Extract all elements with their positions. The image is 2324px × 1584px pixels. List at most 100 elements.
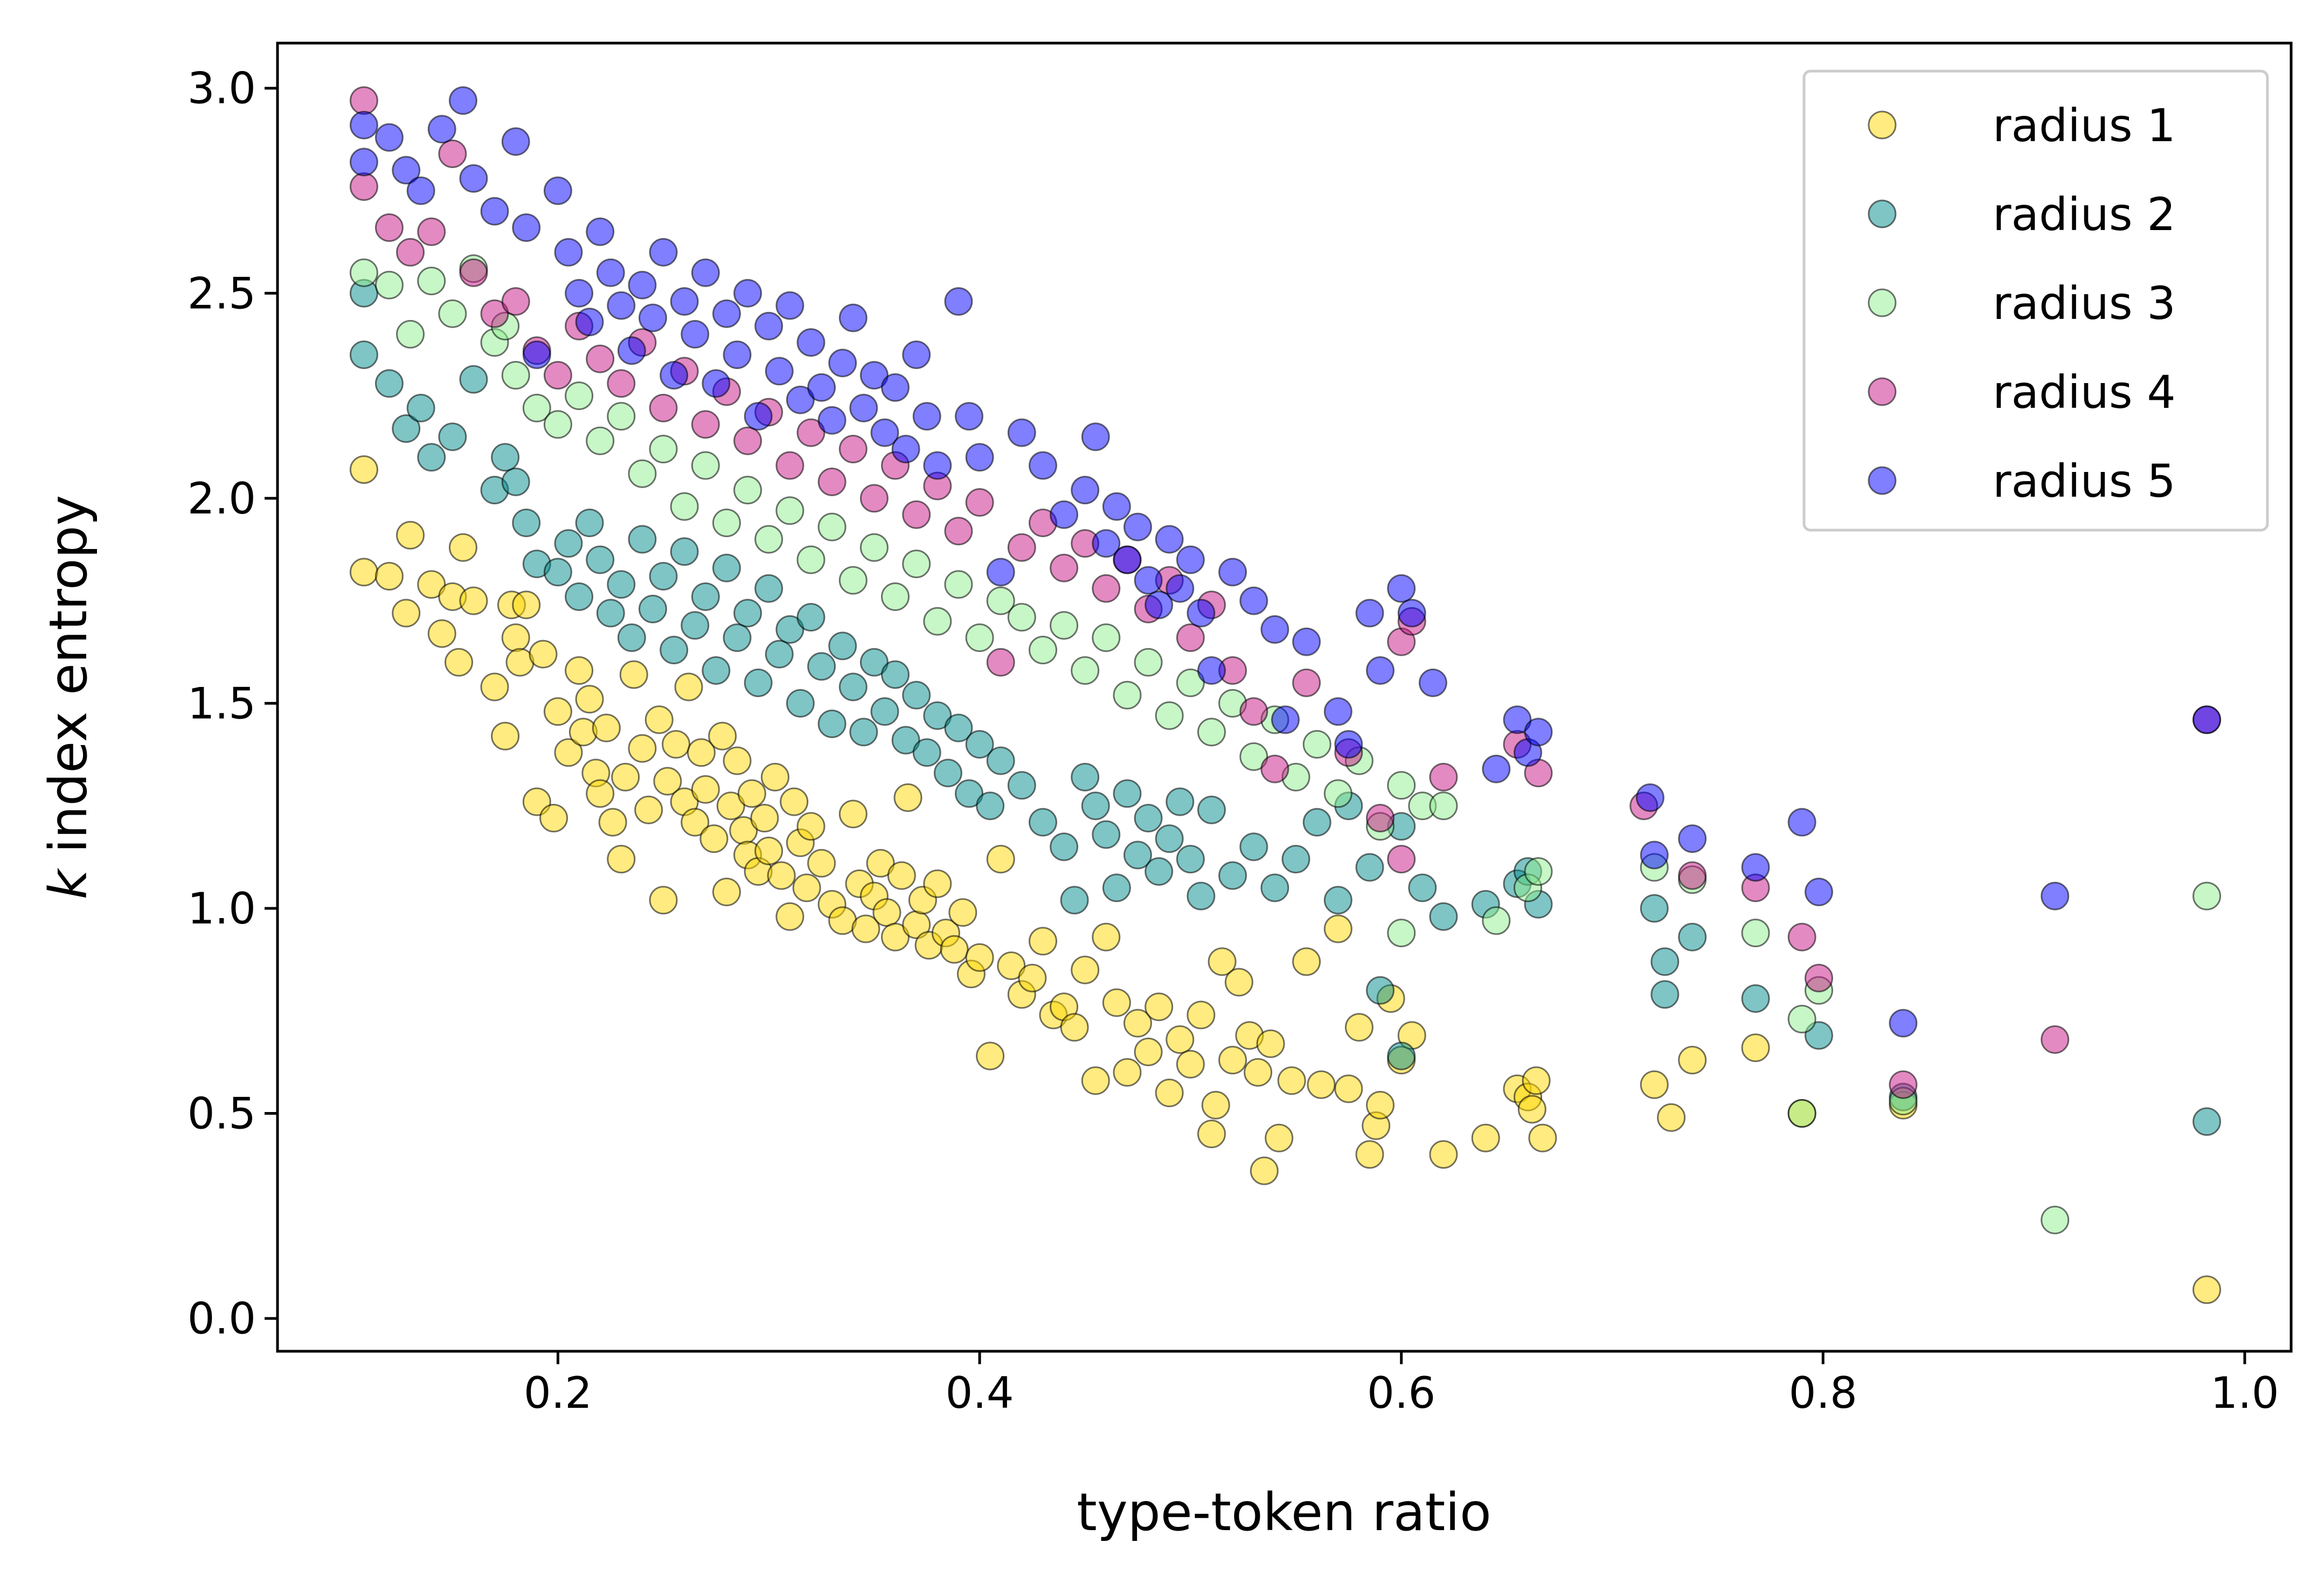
legend-label: radius 4 (1993, 366, 2176, 419)
data-point (1787, 1005, 1816, 1033)
data-point (374, 213, 404, 242)
data-point (586, 545, 615, 574)
legend-frame (1802, 70, 2269, 532)
data-point (1081, 791, 1110, 821)
data-point (512, 213, 541, 242)
data-point (1007, 533, 1036, 562)
data-point (491, 443, 520, 472)
data-point (1265, 1123, 1294, 1152)
data-point (611, 762, 640, 791)
data-point (986, 586, 1015, 615)
data-point (986, 648, 1015, 677)
data-point (554, 238, 583, 267)
data-point (881, 660, 910, 689)
data-point (775, 496, 804, 525)
data-point (1271, 705, 1300, 734)
data-point (1334, 730, 1363, 759)
data-point (1741, 1033, 1770, 1062)
data-point (881, 373, 910, 402)
data-point (1155, 525, 1184, 554)
data-point (1155, 701, 1184, 730)
data-point (775, 615, 804, 644)
data-point (619, 660, 648, 689)
data-point (501, 361, 530, 390)
data-point (691, 258, 720, 287)
x-tick-label: 0.6 (1367, 1368, 1435, 1418)
data-point (512, 509, 541, 537)
data-point (902, 500, 931, 529)
data-point (1429, 1140, 1458, 1169)
data-point (1081, 1066, 1110, 1095)
data-point (554, 529, 583, 558)
data-point (1208, 947, 1237, 976)
data-point (786, 689, 815, 718)
data-point (1144, 857, 1174, 886)
data-point (374, 562, 404, 590)
data-point (687, 738, 716, 767)
data-point (817, 406, 847, 435)
data-point (2041, 1025, 2070, 1054)
data-point (1889, 1009, 1918, 1038)
y-tick-label: 2.5 (188, 268, 256, 318)
data-point (723, 341, 752, 369)
y-axis-label: k index entropy (38, 495, 99, 900)
data-point (712, 299, 741, 328)
data-point (1092, 922, 1121, 951)
data-point (1429, 791, 1458, 821)
data-point (628, 734, 657, 763)
data-point (1102, 988, 1131, 1017)
data-point (1741, 919, 1770, 948)
data-point (1029, 451, 1057, 480)
data-point (1650, 947, 1680, 976)
data-point (617, 336, 646, 365)
data-point (859, 484, 889, 513)
data-point (349, 86, 378, 115)
data-point (838, 800, 868, 829)
data-point (828, 349, 857, 378)
data-point (754, 311, 783, 341)
data-point (1387, 1041, 1416, 1071)
data-point (1387, 574, 1416, 603)
data-point (649, 886, 678, 915)
data-point (1366, 804, 1395, 832)
data-point (1123, 840, 1152, 870)
data-point (438, 140, 467, 168)
data-point (1678, 861, 1707, 890)
data-point (754, 574, 783, 603)
data-point (1528, 1123, 1557, 1152)
data-point (1102, 492, 1131, 521)
legend-item: radius 3 (1868, 277, 2176, 330)
data-point (417, 267, 446, 295)
plot-frame (276, 41, 2293, 1353)
data-point (438, 422, 467, 451)
data-point (1355, 1140, 1384, 1169)
data-point (1471, 1123, 1500, 1152)
data-point (976, 1041, 1005, 1071)
data-point (691, 451, 720, 480)
data-point (1197, 1120, 1226, 1149)
data-point (737, 779, 766, 808)
data-point (1429, 762, 1458, 791)
data-point (828, 631, 857, 661)
data-point (944, 517, 973, 546)
data-point (406, 176, 435, 205)
x-axis: 0.2 0.4 0.6 0.8 1.0 (524, 1351, 2279, 1418)
data-point (459, 164, 488, 193)
data-point (1113, 545, 1142, 574)
data-point (1260, 754, 1289, 783)
data-point (607, 845, 636, 874)
data-point (628, 459, 657, 488)
data-point (349, 341, 378, 369)
data-point (396, 520, 425, 550)
data-point (1239, 832, 1268, 862)
series-1 (349, 455, 2221, 1304)
data-point (406, 393, 435, 422)
data-point (1292, 947, 1321, 976)
data-point (881, 582, 910, 611)
data-point (1166, 787, 1195, 816)
data-point (349, 110, 378, 140)
data-point (807, 373, 836, 402)
data-point (1244, 1058, 1273, 1087)
data-point (1102, 873, 1131, 902)
data-point (881, 922, 910, 951)
